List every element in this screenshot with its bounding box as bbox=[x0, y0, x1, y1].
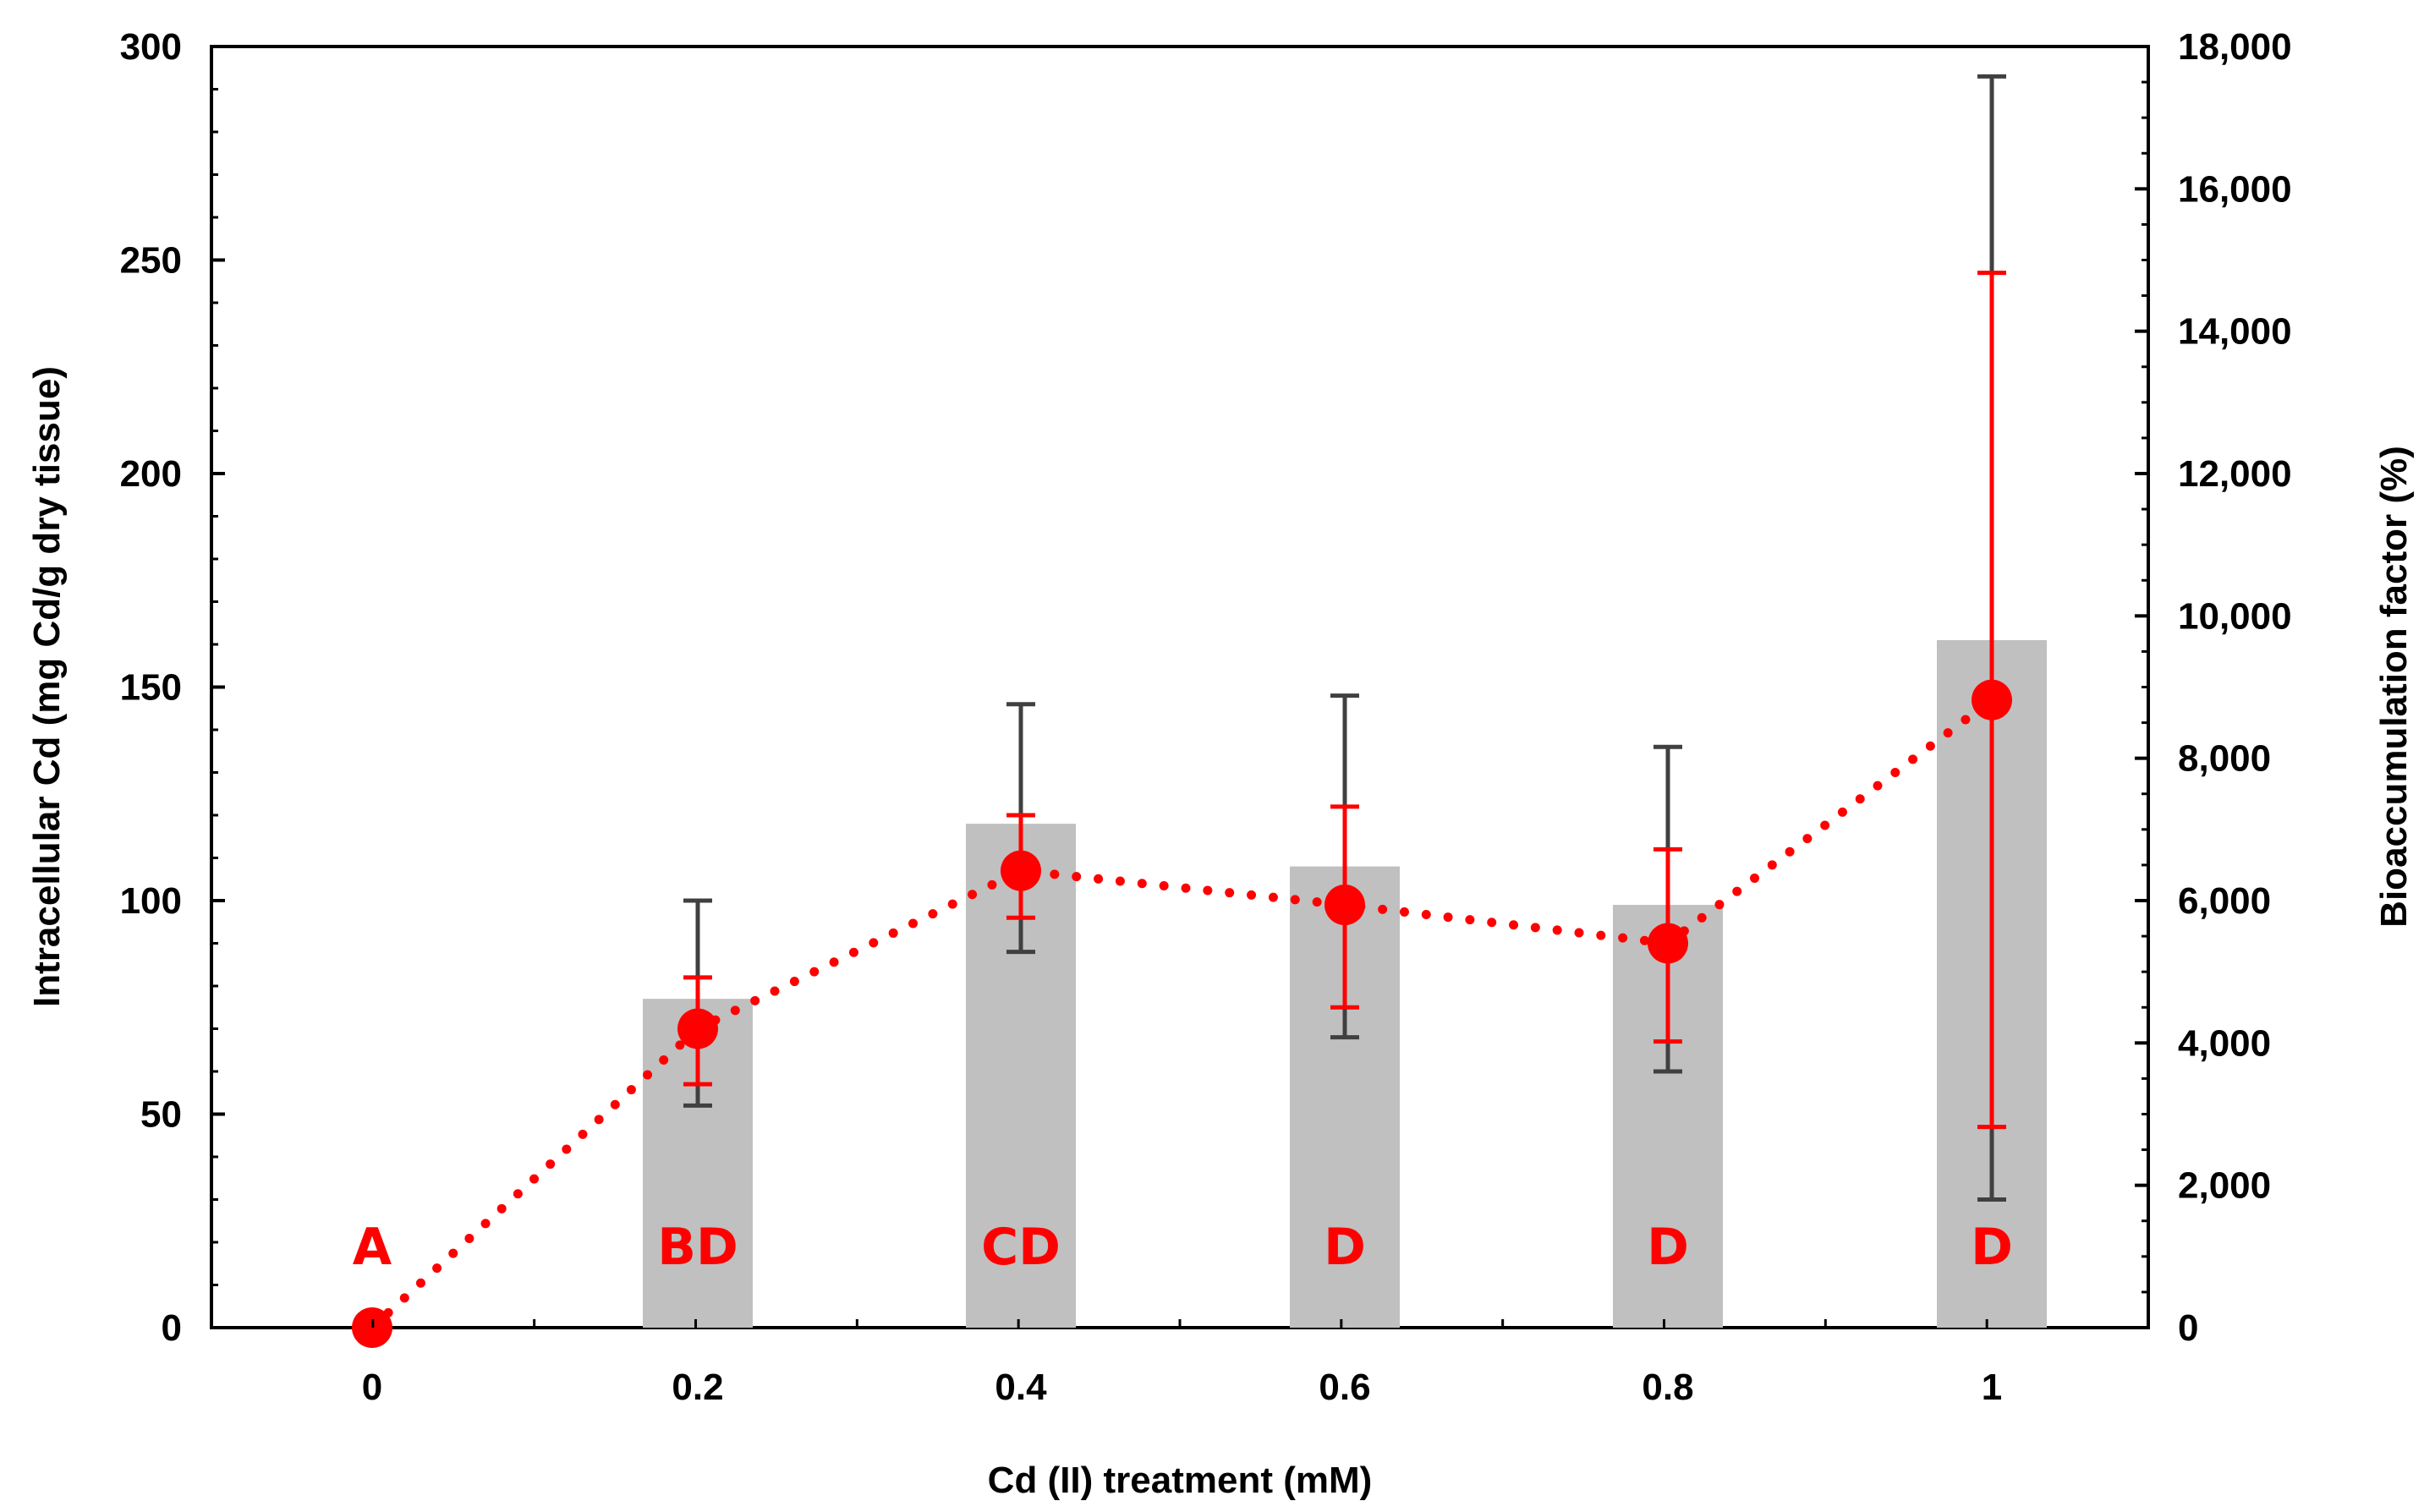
left-tick-label: 50 bbox=[140, 1094, 182, 1136]
left-axis: 0 50 100 150 200 250 300 bbox=[120, 26, 225, 1349]
data-point bbox=[1324, 885, 1365, 926]
right-tick-label: 2,000 bbox=[2178, 1165, 2271, 1207]
right-tick-label: 4,000 bbox=[2178, 1022, 2271, 1064]
left-tick-label: 250 bbox=[120, 240, 182, 282]
data-point bbox=[1648, 923, 1688, 964]
data-point bbox=[1972, 679, 2012, 720]
x-tick-label: 0 bbox=[362, 1367, 382, 1408]
right-tick-label: 12,000 bbox=[2178, 453, 2292, 495]
right-tick-label: 6,000 bbox=[2178, 880, 2271, 922]
significance-letter: D bbox=[1324, 1218, 1366, 1277]
x-axis-title: Cd (II) treatment (mM) bbox=[988, 1460, 1373, 1501]
plot-frame bbox=[210, 45, 2150, 1329]
y-axis-title: Intracellular Cd (mg Cd/g dry tissue) bbox=[26, 366, 68, 1007]
significance-letter: BD bbox=[657, 1218, 738, 1277]
significance-letter: D bbox=[1647, 1218, 1689, 1277]
right-axis: 0 2,000 4,000 6,000 8,000 10,000 12,000 14,000 1… bbox=[2135, 26, 2292, 1349]
right-tick-label: 18,000 bbox=[2178, 26, 2292, 68]
right-tick-label: 8,000 bbox=[2178, 738, 2271, 780]
annotations-layer: A BD CD D D D bbox=[353, 1218, 2013, 1277]
right-tick-label: 16,000 bbox=[2178, 168, 2292, 210]
y2-axis-title: Bioaccumulation factor (%) bbox=[2373, 446, 2415, 928]
right-tick-label: 10,000 bbox=[2178, 595, 2292, 637]
significance-letter: D bbox=[1971, 1218, 2013, 1277]
right-tick-label: 14,000 bbox=[2178, 311, 2292, 353]
left-tick-label: 100 bbox=[120, 880, 182, 922]
bar-errorbars-layer bbox=[683, 74, 2006, 1202]
line-layer bbox=[367, 695, 1997, 1333]
points-layer bbox=[352, 679, 2012, 1348]
left-tick-label: 0 bbox=[162, 1307, 182, 1349]
data-point bbox=[1001, 850, 1041, 891]
data-point bbox=[677, 1008, 718, 1049]
left-tick-label: 200 bbox=[120, 453, 182, 495]
left-tick-label: 150 bbox=[120, 667, 182, 709]
x-tick-label: 1 bbox=[1982, 1367, 2002, 1408]
x-tick-label: 0.8 bbox=[1642, 1367, 1693, 1408]
significance-letter: A bbox=[353, 1218, 392, 1277]
x-tick-label: 0.4 bbox=[995, 1367, 1047, 1408]
x-tick-label: 0.2 bbox=[672, 1367, 723, 1408]
left-tick-label: 300 bbox=[120, 26, 182, 68]
significance-letter: CD bbox=[981, 1218, 1061, 1277]
right-tick-label: 0 bbox=[2178, 1307, 2198, 1349]
x-axis: 0 0.2 0.4 0.6 0.8 1 bbox=[362, 1319, 2002, 1408]
x-tick-label: 0.6 bbox=[1319, 1367, 1370, 1408]
series-line bbox=[367, 695, 1997, 1333]
